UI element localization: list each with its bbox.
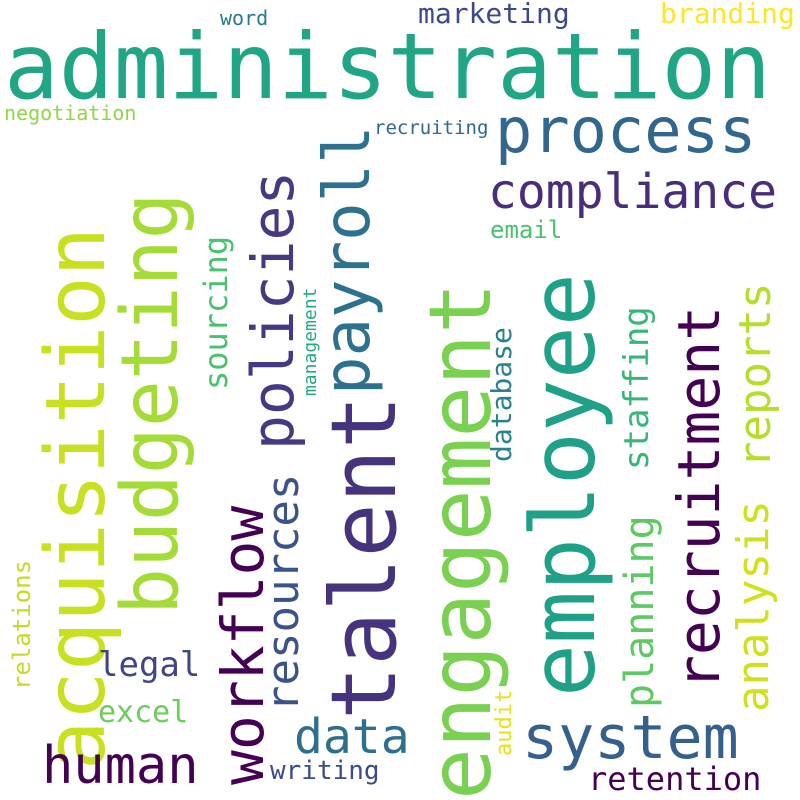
word-reports: reports bbox=[730, 282, 781, 468]
word-writing: writing bbox=[270, 756, 380, 786]
word-planning: planning bbox=[617, 515, 663, 708]
word-recruitment: recruitment bbox=[665, 305, 733, 690]
word-recruiting: recruiting bbox=[374, 117, 489, 139]
word-payroll: payroll bbox=[311, 125, 385, 395]
word-negotiation: negotiation bbox=[4, 101, 137, 125]
word-staffing: staffing bbox=[617, 306, 657, 470]
word-employee: employee bbox=[512, 273, 615, 697]
word-policies: policies bbox=[239, 170, 307, 450]
word-database: database bbox=[485, 327, 518, 462]
word-branding: branding bbox=[660, 0, 795, 30]
word-budgeting: budgeting bbox=[106, 192, 196, 615]
word-management: management bbox=[300, 287, 321, 396]
word-legal: legal bbox=[98, 645, 201, 685]
word-retention: retention bbox=[588, 760, 762, 798]
word-sourcing: sourcing bbox=[197, 235, 235, 390]
word-analysis: analysis bbox=[728, 500, 779, 712]
word-administration: administration bbox=[4, 15, 772, 120]
word-compliance: compliance bbox=[488, 164, 777, 220]
word-data: data bbox=[294, 709, 410, 765]
word-audit: audit bbox=[492, 689, 517, 756]
word-process: process bbox=[495, 94, 757, 167]
word-relations: relations bbox=[8, 559, 36, 690]
word-human: human bbox=[42, 736, 199, 796]
word-resources: resources bbox=[258, 473, 309, 712]
word-talent: talent bbox=[312, 394, 417, 720]
word-marketing: marketing bbox=[418, 0, 570, 30]
word-system: system bbox=[522, 703, 739, 773]
word-email: email bbox=[490, 216, 563, 244]
word-excel: excel bbox=[98, 695, 189, 730]
word-word: word bbox=[220, 6, 269, 30]
